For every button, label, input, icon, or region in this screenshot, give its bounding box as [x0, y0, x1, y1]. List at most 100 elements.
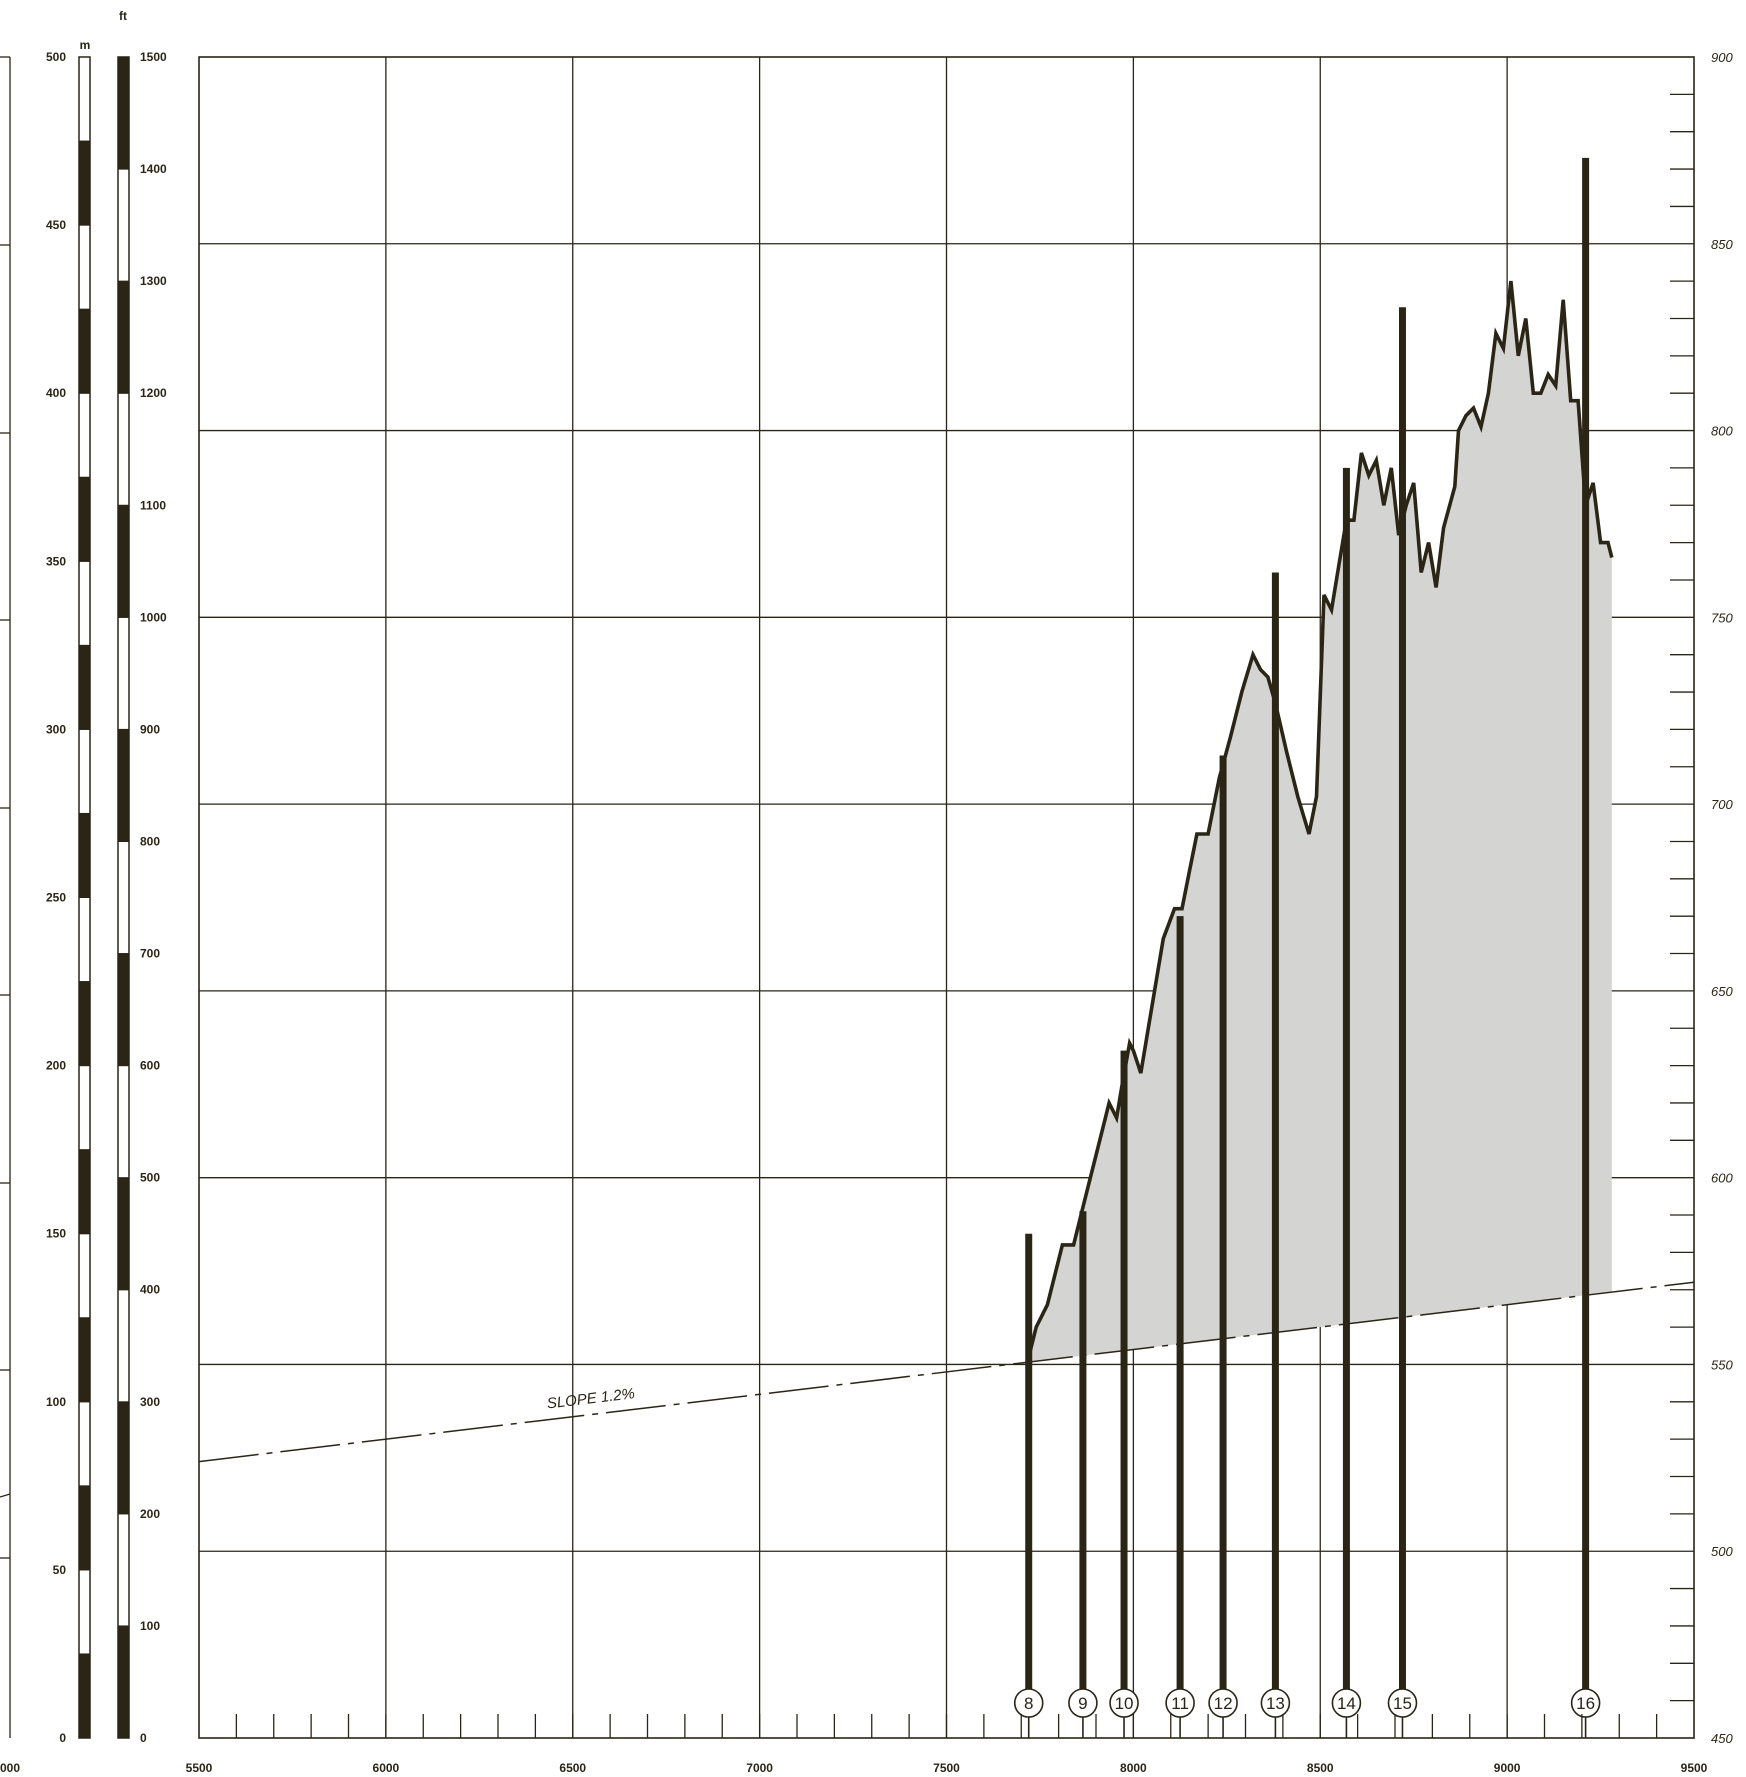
feet-scale-segment	[117, 1289, 130, 1403]
feet-scale-unit: ft	[119, 9, 127, 23]
boring-marker	[1109, 1688, 1139, 1718]
meter-scale-segment	[78, 476, 91, 562]
x-tick-label: 8000	[1120, 1761, 1147, 1775]
boring-marker	[1013, 1688, 1044, 1718]
feet-scale-frame	[117, 56, 130, 1739]
y-tick-label-right: 500	[1711, 1544, 1733, 1559]
feet-scale-segment	[117, 1625, 130, 1739]
feet-scale-label: 200	[140, 1507, 160, 1521]
feet-scale-segment	[117, 168, 130, 282]
feet-scale-segment	[117, 1177, 130, 1291]
meter-scale-segment	[78, 1569, 91, 1655]
boring-marker	[1331, 1688, 1362, 1718]
x-tick-label: 9500	[1681, 1761, 1708, 1775]
feet-scale-label: 400	[140, 1283, 160, 1297]
feet-scale-label: 900	[140, 722, 160, 736]
x-tick-label: 7500	[933, 1761, 960, 1775]
boring-marker	[1165, 1688, 1195, 1718]
feet-scale-segment	[117, 1065, 130, 1179]
axis-labels: 5500 6000 6500 7000 7500 8000 8500 9000 95004505…	[0, 50, 1733, 1775]
feet-scale-label: 1200	[140, 386, 167, 400]
meter-scale-label: 100	[46, 1395, 66, 1409]
feet-scale-label: 1400	[140, 162, 167, 176]
feet-scale-segment	[117, 280, 130, 394]
x-tick-label: 8500	[1307, 1761, 1334, 1775]
boring-label: 14	[1337, 1694, 1356, 1713]
slope-dashdot-line	[198, 1281, 1695, 1463]
x-tick-label: 7000	[746, 1761, 773, 1775]
slope-label: SLOPE 1.2%	[546, 1385, 636, 1412]
feet-scale-segment	[117, 504, 130, 618]
meter-scale-label: 50	[53, 1563, 67, 1577]
feet-scale-segment	[117, 616, 130, 730]
y-tick-label-right: 450	[1711, 1731, 1733, 1746]
y-tick-label-right: 550	[1711, 1357, 1733, 1372]
meter-scale-segment	[78, 1149, 91, 1235]
meter-scale-label: 450	[46, 218, 66, 232]
boring-marker	[1208, 1688, 1238, 1718]
y-tick-label-right: 850	[1711, 237, 1733, 252]
feet-scale-segment	[117, 840, 130, 955]
axis-ticks	[235, 93, 1694, 1738]
meter-scale-label: 350	[46, 554, 66, 568]
meter-scale-segment	[78, 1233, 91, 1319]
feet-scale-label: 700	[140, 947, 160, 961]
x-tick-label: 6000	[373, 1761, 400, 1775]
meter-scale-segment	[78, 897, 91, 983]
meter-scale-segment	[78, 308, 91, 394]
meter-scale-label: 150	[46, 1227, 66, 1241]
meter-scale-frame	[78, 56, 91, 1739]
meter-scale-segment	[78, 644, 91, 730]
meter-scale-segment	[78, 1653, 91, 1739]
meter-scale-segment	[78, 981, 91, 1067]
boring-label: 8	[1024, 1694, 1033, 1713]
meter-scale-segment	[78, 1485, 91, 1571]
boring-marker	[1260, 1688, 1291, 1718]
boring-marker	[1570, 1688, 1601, 1718]
x-tick-label: 6500	[559, 1761, 586, 1775]
area-fill	[1026, 280, 1614, 1363]
feet-scale-label: 1000	[140, 610, 167, 624]
meter-scale-label: 0	[59, 1731, 66, 1745]
boring-label: 16	[1576, 1694, 1595, 1713]
meter-scale-segment	[78, 1317, 91, 1403]
boring-label: 11	[1171, 1694, 1189, 1713]
feet-scale-segment	[117, 1513, 130, 1627]
meter-scale-segment	[78, 1401, 91, 1487]
boring-marker	[1387, 1688, 1418, 1718]
meter-scale-segment	[78, 728, 91, 814]
profile-line	[1026, 280, 1614, 1358]
feet-scale-segment	[117, 56, 130, 170]
feet-scale-segment	[117, 392, 130, 506]
boring-label: 15	[1393, 1694, 1412, 1713]
scale-bars: 0 50 100 150 200 250 300 350 400 450 500 m 0 100 200 30…	[46, 9, 167, 1745]
feet-scale-label: 300	[140, 1395, 160, 1409]
x-tick-label: 5500	[186, 1761, 213, 1775]
boring-lines: 8 9 10 11 12 13 14 15 16	[1013, 157, 1601, 1738]
meter-scale-segment	[78, 1065, 91, 1151]
x-tick-label: 9000	[1494, 1761, 1521, 1775]
meter-scale-segment	[78, 392, 91, 478]
y-tick-label-right: 900	[1711, 50, 1733, 65]
boring-label: 10	[1115, 1694, 1134, 1713]
meter-scale-segment	[78, 812, 91, 899]
y-tick-label-right: 600	[1711, 1171, 1733, 1186]
y-tick-label-right: 700	[1711, 797, 1733, 812]
feet-scale-label: 1100	[140, 498, 166, 512]
feet-scale-label: 0	[140, 1731, 147, 1745]
y-tick-label-right: 650	[1711, 984, 1733, 999]
meter-scale-label: 250	[46, 891, 66, 905]
feet-scale-segment	[117, 1401, 130, 1515]
meter-scale-label: 300	[46, 722, 66, 736]
meter-scale-unit: m	[80, 38, 91, 52]
boring-marker	[1068, 1688, 1098, 1718]
meter-scale-label: 200	[46, 1059, 66, 1073]
y-tick-label-right: 800	[1711, 424, 1733, 439]
profile-area-fill	[1028, 281, 1612, 1363]
feet-scale-label: 800	[140, 834, 160, 848]
feet-scale-segment	[117, 953, 130, 1067]
feet-scale-label: 100	[140, 1619, 160, 1633]
boring-label: 9	[1078, 1694, 1087, 1713]
left-edge-tick-label: 5000	[0, 1761, 20, 1775]
